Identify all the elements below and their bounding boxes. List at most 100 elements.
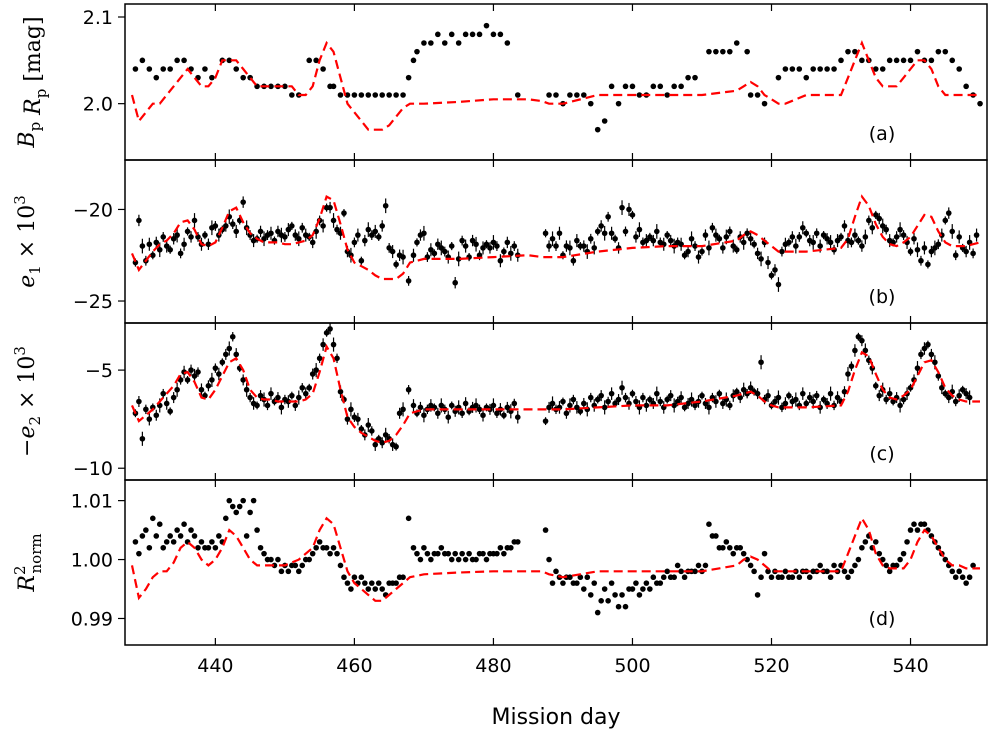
- data-point: [918, 257, 924, 264]
- data-point: [469, 237, 476, 244]
- data-point: [365, 422, 372, 428]
- data-point: [824, 235, 830, 242]
- data-point: [914, 48, 921, 55]
- data-point: [219, 359, 226, 366]
- data-point: [428, 246, 434, 253]
- data-point: [657, 398, 664, 405]
- data-point: [622, 228, 629, 235]
- data-point: [455, 40, 462, 46]
- data-point: [448, 402, 455, 409]
- data-point: [612, 592, 618, 598]
- data-point: [702, 562, 709, 569]
- data-point: [574, 580, 580, 586]
- data-point: [372, 586, 379, 592]
- data-point: [685, 74, 691, 81]
- data-point: [362, 580, 368, 586]
- data-point: [949, 568, 956, 575]
- data-point: [591, 245, 598, 251]
- data-point: [872, 539, 879, 545]
- data-point: [782, 66, 789, 72]
- data-point: [337, 388, 344, 395]
- data-point: [695, 562, 702, 569]
- data-point: [309, 239, 316, 246]
- data-point: [508, 250, 514, 257]
- data-point: [483, 22, 490, 29]
- data-point: [897, 402, 903, 409]
- data-point: [758, 359, 764, 366]
- data-point: [671, 83, 677, 90]
- data-point: [372, 228, 379, 235]
- data-point: [862, 539, 869, 545]
- data-point: [549, 400, 556, 407]
- data-point: [751, 241, 757, 248]
- data-point: [553, 92, 559, 98]
- data-point: [664, 396, 671, 403]
- data-point: [779, 404, 785, 411]
- data-point: [278, 404, 285, 411]
- data-point: [598, 392, 604, 399]
- data-point: [963, 83, 969, 90]
- data-point: [181, 241, 187, 248]
- data-point: [702, 232, 709, 238]
- data-point: [928, 248, 935, 255]
- data-point: [438, 245, 445, 251]
- data-point: [841, 223, 848, 229]
- data-point: [448, 243, 455, 249]
- data-point: [368, 580, 375, 586]
- data-point: [216, 533, 222, 539]
- data-point: [574, 404, 580, 411]
- y-tick-label: −5: [85, 360, 113, 382]
- data-point: [160, 544, 167, 551]
- data-point: [254, 527, 260, 533]
- data-point: [935, 373, 942, 379]
- data-point: [706, 48, 712, 55]
- data-point: [845, 574, 851, 581]
- data-point: [650, 237, 657, 244]
- data-point: [966, 394, 973, 401]
- data-point: [883, 562, 890, 569]
- data-point: [514, 414, 521, 421]
- data-point: [737, 394, 744, 401]
- data-point: [299, 224, 306, 231]
- data-point: [243, 533, 250, 539]
- data-point: [480, 245, 486, 251]
- data-point: [195, 544, 201, 551]
- data-point: [907, 57, 914, 64]
- data-point: [330, 83, 337, 90]
- data-point: [167, 246, 173, 253]
- data-point: [866, 217, 872, 224]
- data-point: [699, 392, 705, 399]
- data-point: [629, 586, 636, 592]
- data-point: [306, 384, 313, 391]
- data-point: [793, 396, 799, 403]
- data-point: [723, 539, 730, 545]
- data-point: [751, 568, 757, 575]
- data-point: [890, 398, 896, 405]
- data-point: [289, 223, 295, 229]
- data-point: [594, 609, 601, 616]
- data-point: [744, 48, 750, 55]
- data-point: [601, 230, 608, 237]
- y-axis-label: e1 × 103: [11, 195, 44, 288]
- data-point: [462, 31, 469, 38]
- data-point: [309, 550, 316, 557]
- data-point: [375, 580, 382, 586]
- data-point: [765, 259, 771, 266]
- data-point: [615, 396, 622, 403]
- data-point: [914, 527, 921, 533]
- data-point: [334, 550, 340, 557]
- data-point: [952, 398, 959, 405]
- data-point: [615, 603, 622, 610]
- data-point: [156, 521, 163, 527]
- x-tick-label: 480: [475, 655, 511, 677]
- data-point: [146, 241, 153, 248]
- data-point: [862, 234, 869, 240]
- data-point: [720, 400, 726, 407]
- data-point: [827, 574, 834, 581]
- data-point: [726, 402, 733, 409]
- data-point: [414, 239, 420, 246]
- data-point: [601, 118, 608, 124]
- data-point: [942, 390, 949, 397]
- data-point: [136, 550, 142, 557]
- data-point: [570, 396, 577, 403]
